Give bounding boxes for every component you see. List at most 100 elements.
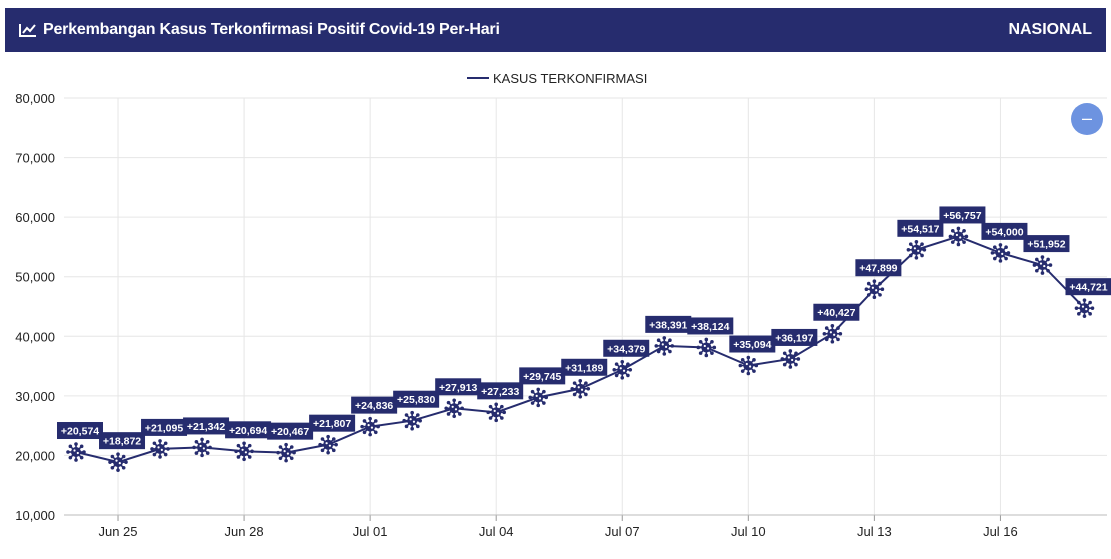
virus-spike-tip	[536, 403, 541, 408]
data-label-text: +38,391	[649, 319, 687, 331]
virus-spike-tip	[194, 439, 199, 444]
data-point-virus-marker	[780, 349, 801, 369]
virus-spike-tip	[528, 395, 533, 400]
x-tick-label: Jul 13	[857, 524, 892, 539]
virus-spike-tip	[276, 450, 280, 455]
virus-dot	[833, 333, 836, 336]
virus-spike-tip	[872, 295, 877, 300]
virus-spike-tip	[158, 455, 162, 459]
virus-spike-tip	[578, 378, 583, 383]
data-label-bg	[393, 390, 440, 408]
virus-dot	[580, 388, 584, 391]
virus-body	[995, 247, 1006, 258]
virus-spike-tip	[542, 389, 546, 394]
virus-spike-tip	[1082, 314, 1087, 318]
virus-spike-tip	[586, 386, 591, 391]
virus-spike-tip	[830, 339, 835, 344]
legend-label: KASUS TERKONFIRMASI	[493, 71, 647, 86]
virus-body	[197, 442, 208, 453]
data-label-bg	[99, 432, 146, 450]
data-point-virus-marker	[276, 442, 296, 463]
virus-body	[533, 392, 544, 403]
virus-spike-tip	[780, 357, 785, 361]
virus-spike-tip	[964, 234, 969, 239]
virus-spike-tip	[962, 240, 966, 244]
line-chart: 10,000 20,000 30,000 40,000 50,000 60,000 70,0…	[15, 71, 1111, 539]
virus-spike-tip	[740, 358, 745, 362]
virus-body	[1037, 260, 1048, 271]
virus-spike-tip	[584, 392, 588, 397]
data-label-text: +47,899	[859, 263, 897, 275]
virus-dot	[367, 424, 370, 427]
data-point-virus-marker	[402, 410, 422, 431]
y-tick-label: 40,000	[15, 329, 55, 344]
virus-spike-tip	[948, 234, 953, 239]
data-label-bg	[1065, 278, 1111, 296]
virus-spike-tip	[376, 424, 380, 429]
data-point-virus-marker	[864, 279, 885, 300]
virus-spike-tip	[1077, 300, 1081, 305]
virus-spike-tip	[864, 287, 869, 292]
data-label-bg	[687, 317, 734, 335]
virus-spike-tip	[500, 416, 504, 420]
virus-spike-tip	[205, 451, 210, 455]
virus-dot	[1081, 305, 1085, 308]
virus-spike-tip	[998, 259, 1003, 263]
x-tick-label: Jul 10	[731, 524, 766, 539]
data-label: +54,517	[897, 219, 944, 237]
virus-spike-tip	[620, 359, 625, 364]
data-point-virus-marker	[234, 441, 254, 462]
virus-spike-tip	[914, 240, 919, 244]
virus-dot	[622, 369, 626, 372]
virus-spike-tip	[289, 456, 294, 461]
virus-spike-tip	[500, 404, 504, 409]
virus-spike-tip	[158, 439, 162, 443]
virus-spike-tip	[662, 352, 667, 356]
data-point-virus-marker	[906, 240, 927, 260]
data-label: +21,095	[141, 418, 188, 436]
virus-spike-tip	[331, 448, 336, 453]
data-label: +27,233	[477, 382, 524, 400]
virus-spike-tip	[746, 371, 751, 376]
virus-spike-tip	[1032, 263, 1037, 267]
virus-dot	[325, 442, 328, 445]
data-label: +38,391	[645, 315, 692, 333]
data-label-text: +27,233	[481, 386, 519, 398]
data-label: +20,694	[225, 421, 272, 439]
region-badge: NASIONAL	[1008, 21, 1092, 38]
virus-spike-tip	[704, 337, 709, 342]
virus-spike-tip	[116, 452, 120, 456]
virus-dot	[244, 451, 247, 454]
data-point-virus-marker	[612, 359, 633, 380]
virus-body	[575, 383, 586, 394]
virus-spike-tip	[654, 344, 659, 348]
virus-spike-tip	[998, 243, 1003, 247]
zoom-out-button[interactable]: –	[1071, 103, 1103, 135]
virus-body	[827, 328, 838, 339]
data-label: +29,745	[519, 367, 566, 385]
virus-spike-tip	[200, 453, 204, 458]
data-label: +24,836	[351, 396, 398, 414]
virus-body	[365, 421, 376, 432]
data-point-virus-marker	[66, 442, 86, 462]
virus-body	[785, 353, 796, 364]
data-label-bg	[561, 358, 608, 376]
virus-spike-tip	[1006, 251, 1011, 255]
data-label: +21,807	[309, 414, 356, 432]
data-label-bg	[519, 367, 566, 385]
virus-spike-tip	[710, 351, 714, 355]
virus-spike-tip	[878, 281, 882, 286]
data-label: +27,913	[435, 378, 482, 396]
data-label-text: +44,721	[1069, 282, 1107, 294]
virus-spike-tip	[962, 229, 966, 233]
data-label-text: +21,342	[187, 421, 225, 433]
data-label-bg	[57, 422, 103, 440]
virus-body	[281, 447, 292, 458]
virus-spike-tip	[670, 344, 675, 348]
virus-spike-tip	[416, 424, 420, 429]
data-label-bg	[225, 421, 272, 439]
chart-header: Perkembangan Kasus Terkonfirmasi Positif…	[5, 8, 1106, 52]
virus-spike-tip	[68, 444, 73, 449]
virus-body	[491, 407, 502, 418]
virus-spike-tip	[418, 418, 422, 423]
